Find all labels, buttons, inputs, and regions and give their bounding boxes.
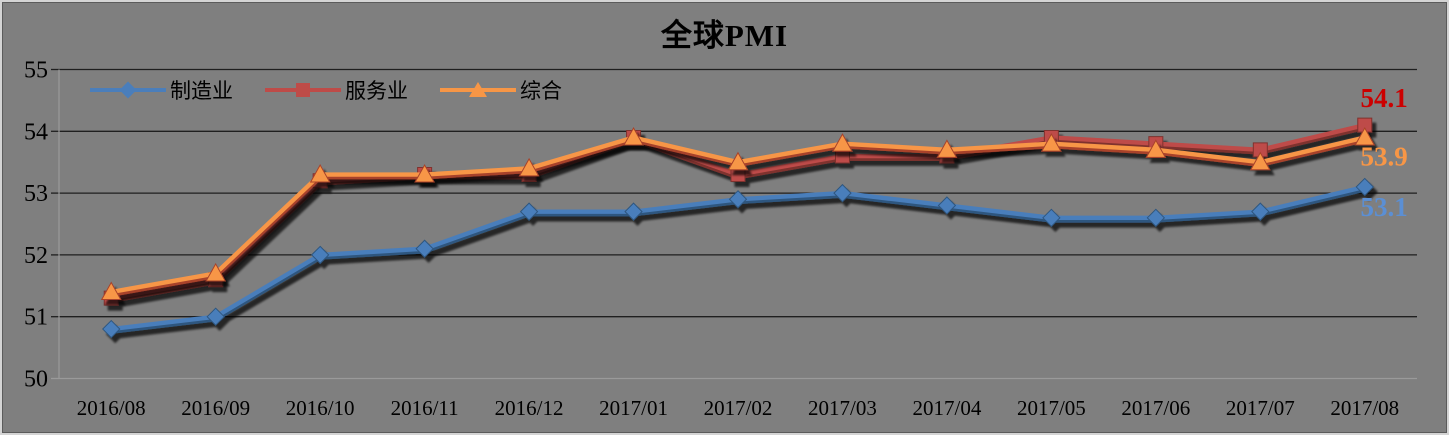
x-tick-label-3: 2016/11 <box>391 396 459 420</box>
x-tick-label-6: 2017/02 <box>704 396 773 420</box>
end-label-composite: 53.9 <box>1361 141 1408 171</box>
legend-label-manufacturing: 制造业 <box>170 80 233 103</box>
series-group-services <box>103 117 1373 306</box>
marker-composite-4 <box>518 157 540 177</box>
marker-manufacturing-7 <box>833 183 852 203</box>
marker-composite-8 <box>936 139 958 158</box>
marker-composite-10 <box>1145 139 1167 158</box>
chart-title: 全球PMI <box>660 18 789 53</box>
legend-square-icon <box>265 75 341 105</box>
marker-composite-7 <box>832 133 853 152</box>
y-tick-label-52: 52 <box>24 243 48 269</box>
marker-manufacturing-5 <box>624 202 643 221</box>
marker-manufacturing-4 <box>519 202 539 221</box>
marker-composite-9 <box>1041 133 1062 152</box>
x-tick-label-12: 2017/08 <box>1330 396 1399 420</box>
y-tick-label-50: 50 <box>24 367 48 393</box>
y-tick-label-54: 54 <box>24 119 48 145</box>
legend: 制造业 服务业 综合 <box>90 74 562 106</box>
marker-manufacturing-11 <box>1251 202 1270 221</box>
y-tick-label-53: 53 <box>24 181 48 207</box>
x-tick-label-2: 2016/10 <box>286 396 355 420</box>
marker-composite-1 <box>205 262 227 282</box>
legend-item-services: 服务业 <box>265 75 408 105</box>
series-group-composite <box>100 126 1376 300</box>
marker-manufacturing-10 <box>1146 208 1166 228</box>
marker-manufacturing-1 <box>206 307 225 326</box>
x-tick-label-10: 2017/06 <box>1121 396 1190 420</box>
legend-item-composite: 综合 <box>440 75 562 105</box>
marker-manufacturing-0 <box>102 319 121 339</box>
marker-manufacturing-6 <box>728 190 748 209</box>
marker-composite-6 <box>727 151 749 171</box>
legend-triangle-icon <box>440 75 516 105</box>
marker-composite-12 <box>1354 126 1376 146</box>
legend-label-services: 服务业 <box>345 80 408 103</box>
marker-manufacturing-8 <box>937 196 957 215</box>
x-tick-label-11: 2017/07 <box>1226 396 1295 420</box>
x-tick-label-0: 2016/08 <box>77 396 146 420</box>
x-tick-label-4: 2016/12 <box>495 396 564 420</box>
end-label-services: 54.1 <box>1361 83 1408 113</box>
marker-manufacturing-9 <box>1042 208 1061 228</box>
marker-services-11 <box>1252 142 1268 158</box>
marker-services-12 <box>1357 117 1373 133</box>
marker-composite-0 <box>100 281 122 300</box>
series-underline-manufacturing <box>110 186 1366 334</box>
y-tick-label-55: 55 <box>24 58 48 84</box>
marker-composite-11 <box>1249 151 1271 171</box>
x-tick-label-9: 2017/05 <box>1017 396 1086 420</box>
legend-item-manufacturing: 制造业 <box>90 75 233 105</box>
legend-diamond-icon <box>90 75 166 105</box>
marker-composite-5 <box>623 126 644 146</box>
x-tick-label-1: 2016/09 <box>181 396 250 420</box>
y-tick-label-51: 51 <box>24 305 48 331</box>
marker-manufacturing-12 <box>1355 177 1374 197</box>
end-label-manufacturing: 53.1 <box>1361 192 1408 222</box>
series-group-manufacturing <box>102 177 1374 339</box>
marker-composite-2 <box>309 164 331 183</box>
legend-label-composite: 综合 <box>520 80 562 103</box>
x-tick-label-5: 2017/01 <box>599 396 668 420</box>
x-tick-label-8: 2017/04 <box>913 396 982 420</box>
marker-manufacturing-2 <box>310 245 330 265</box>
marker-composite-3 <box>414 164 435 183</box>
x-tick-label-7: 2017/03 <box>808 396 877 420</box>
marker-manufacturing-3 <box>415 239 434 258</box>
